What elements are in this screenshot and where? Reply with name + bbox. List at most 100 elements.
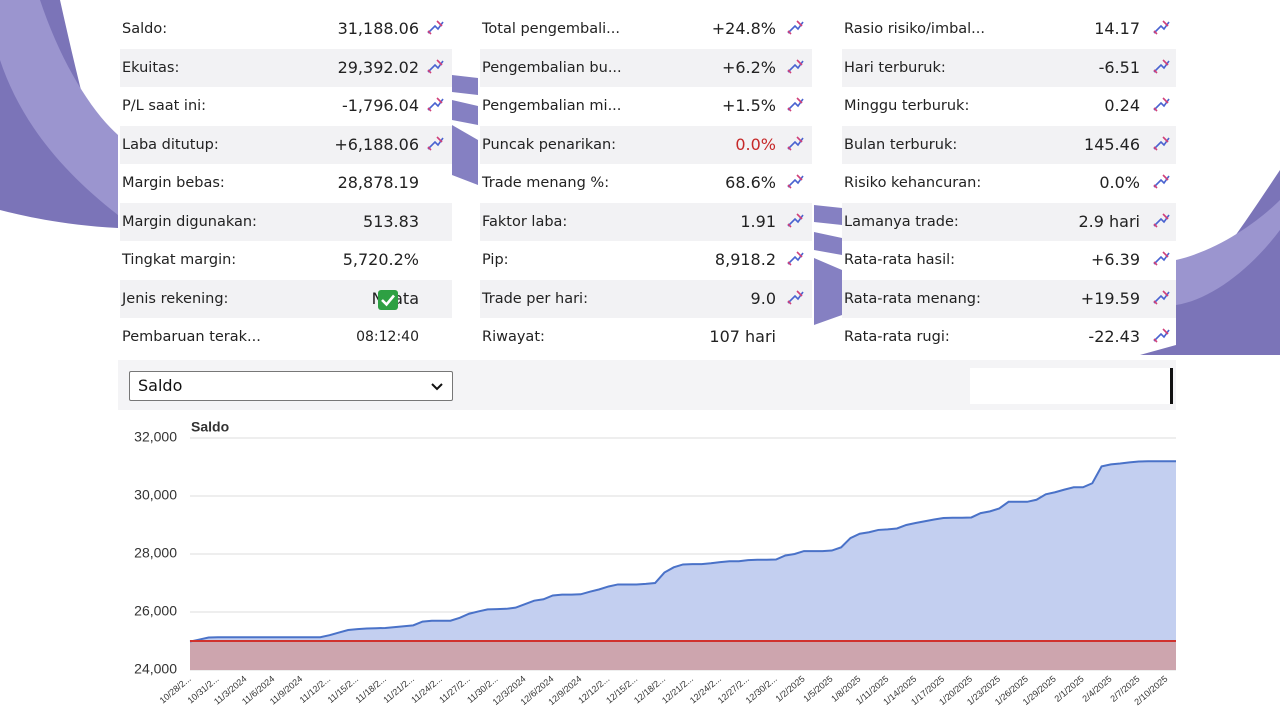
- edit-cross: [787, 135, 803, 151]
- stat-label: Pengembalian bu...: [482, 59, 622, 76]
- stat-value: 0.0%: [735, 134, 776, 154]
- stat-row: Rata-rata menang: +19.59: [842, 279, 1176, 318]
- stat-value: 29,392.02: [337, 57, 419, 77]
- stat-row: Hari terburuk: -6.51: [842, 48, 1176, 87]
- select-value: Saldo: [138, 376, 183, 395]
- stat-value: 5,720.2%: [342, 250, 419, 269]
- y-tick-label: 26,000: [134, 603, 177, 619]
- stat-value: 145.46: [1084, 134, 1140, 154]
- stat-label: Hari terburuk:: [844, 59, 946, 76]
- stat-label: Rata-rata menang:: [844, 290, 981, 307]
- reference-band: [190, 641, 1176, 670]
- edit-icon: [427, 20, 444, 35]
- ribbon-right: [814, 205, 842, 325]
- stat-row: Risiko kehancuran: 0.0%: [842, 164, 1176, 202]
- stat-value: 1.91: [740, 211, 776, 231]
- stat-value: +6,188.06: [334, 134, 419, 154]
- stat-label: Total pengembali...: [482, 21, 621, 37]
- stat-value: 14.17: [1094, 19, 1140, 38]
- toolbar-blank: [970, 368, 1173, 404]
- stat-label: Tingkat margin:: [122, 252, 237, 268]
- edit-icon: [1153, 97, 1170, 112]
- stat-row: Tingkat margin: 5,720.2%: [120, 241, 452, 279]
- edit-cross: [1153, 58, 1169, 74]
- stat-value: -1,796.04: [341, 96, 419, 115]
- edit-cross: [427, 58, 443, 74]
- stat-row: Bulan terburuk: 145.46: [842, 125, 1176, 164]
- edit-icon: [427, 58, 444, 74]
- stat-label: Trade per hari:: [482, 290, 588, 307]
- edit-icon: [1153, 20, 1170, 35]
- stat-row: Puncak penarikan: 0.0%: [480, 125, 812, 164]
- stat-label: Lamanya trade:: [844, 213, 959, 230]
- stat-row: Lamanya trade: 2.9 hari: [842, 202, 1176, 241]
- x-tick-label: 12/30/2...: [744, 674, 779, 706]
- stat-row: Faktor laba: 1.91: [480, 202, 812, 241]
- stat-value: 31,188.06: [337, 19, 419, 38]
- edit-icon: [787, 212, 804, 228]
- edit-cross: [1153, 174, 1169, 189]
- edit-icon: [1153, 212, 1170, 228]
- edit-cross: [427, 20, 443, 35]
- edit-cross: [1153, 135, 1169, 151]
- stat-label: Risiko kehancuran:: [844, 175, 982, 191]
- y-tick-label: 28,000: [134, 545, 177, 561]
- edit-icon: [1153, 251, 1170, 266]
- edit-cross: [427, 97, 443, 112]
- stat-label: Faktor laba:: [482, 213, 568, 230]
- stat-row: Laba ditutup: +6,188.06: [120, 125, 452, 164]
- y-tick-label: 24,000: [134, 661, 177, 677]
- stat-value: 0.0%: [1099, 173, 1140, 192]
- stat-label: Rata-rata hasil:: [844, 252, 956, 268]
- stat-row: Jenis rekening:Nyata: [120, 279, 452, 318]
- stat-label: Rasio risiko/imbal...: [844, 21, 986, 37]
- stat-label: Saldo:: [122, 21, 168, 37]
- stat-value: 68.6%: [725, 173, 776, 192]
- edit-icon: [427, 135, 444, 151]
- select-arrow: [431, 383, 443, 391]
- stat-row: Pengembalian bu... +6.2%: [480, 48, 812, 87]
- edit-icon: [787, 20, 804, 35]
- stat-row: Total pengembali... +24.8%: [480, 10, 812, 48]
- check-mark: [381, 294, 395, 306]
- stat-label: Pip:: [482, 252, 509, 268]
- ribbon-mid: [452, 75, 478, 185]
- stat-row: Trade menang %: 68.6%: [480, 164, 812, 202]
- stat-row: Saldo: 31,188.06: [120, 10, 452, 48]
- stat-row: Rata-rata hasil: +6.39: [842, 241, 1176, 279]
- stat-label: Rata-rata rugi:: [844, 329, 950, 345]
- stat-value: 9.0: [750, 288, 776, 308]
- chart-select[interactable]: Saldo: [129, 371, 453, 401]
- stat-value: +6.39: [1090, 250, 1140, 269]
- edit-cross: [787, 58, 803, 74]
- edit-cross: [1153, 289, 1169, 305]
- stat-label: Margin digunakan:: [122, 213, 257, 230]
- x-tick-label: 2/1/2025: [1053, 674, 1086, 704]
- stat-value: +1.5%: [721, 96, 776, 115]
- stat-label: Jenis rekening:: [122, 290, 229, 307]
- edit-cross: [787, 289, 803, 305]
- area-fill: [190, 461, 1176, 670]
- edit-icon: [787, 174, 804, 189]
- chart-title: Saldo: [191, 419, 229, 435]
- y-tick-label: 32,000: [134, 429, 177, 445]
- stat-row: Margin digunakan: 513.83: [120, 202, 452, 241]
- stat-label: Ekuitas:: [122, 59, 180, 76]
- stat-value: 8,918.2: [714, 250, 776, 269]
- edit-cross: [1153, 20, 1169, 35]
- curve-left-light: [0, 0, 118, 215]
- stat-label: Puncak penarikan:: [482, 136, 617, 153]
- stat-value: 08:12:40: [356, 329, 419, 345]
- edit-cross: [787, 251, 803, 266]
- stat-row: P/L saat ini: -1,796.04: [120, 87, 452, 125]
- stat-value: +24.8%: [711, 19, 776, 38]
- stat-row: Riwayat: 107 hari: [480, 318, 812, 356]
- edit-icon: [787, 58, 804, 74]
- edit-cross: [427, 135, 443, 151]
- y-tick-label: 30,000: [134, 487, 177, 503]
- curve-right-light: [1176, 200, 1280, 305]
- curve-right: [1140, 170, 1280, 355]
- stat-label: Minggu terburuk:: [844, 98, 970, 114]
